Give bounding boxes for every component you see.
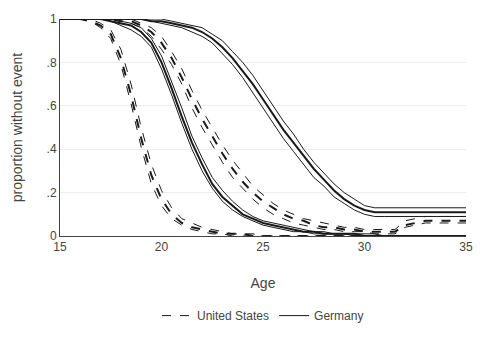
svg-text:20: 20 — [155, 240, 169, 254]
svg-text:.2: .2 — [47, 186, 57, 200]
svg-text:Germany: Germany — [314, 309, 363, 323]
svg-text:15: 15 — [53, 240, 67, 254]
svg-text:.4: .4 — [47, 142, 57, 156]
svg-text:30: 30 — [358, 240, 372, 254]
svg-text:proportion without event: proportion without event — [9, 53, 25, 203]
svg-text:.8: .8 — [47, 56, 57, 70]
svg-text:35: 35 — [459, 240, 473, 254]
svg-text:0: 0 — [50, 229, 57, 243]
svg-text:.6: .6 — [47, 99, 57, 113]
svg-text:Age: Age — [251, 275, 276, 291]
svg-text:1: 1 — [50, 12, 57, 26]
svg-text:United States: United States — [197, 309, 269, 323]
svg-text:25: 25 — [256, 240, 270, 254]
